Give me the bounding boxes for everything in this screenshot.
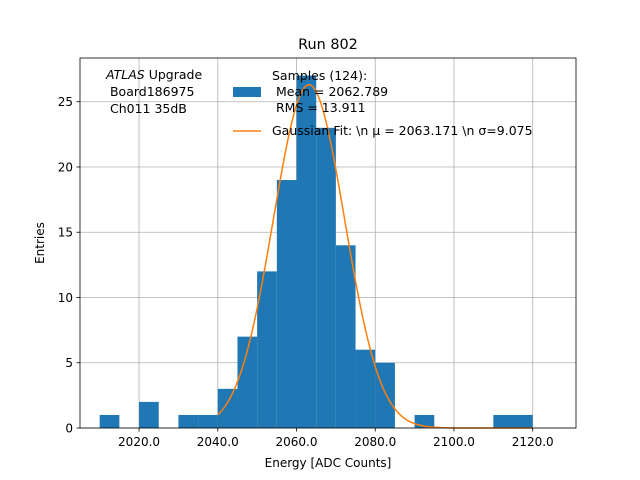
legend-histogram-label-line1: Samples (124): bbox=[272, 68, 367, 83]
y-axis-label: Entries bbox=[33, 222, 47, 264]
x-tick-label: 2080.0 bbox=[354, 435, 396, 449]
histogram-bar bbox=[296, 75, 317, 428]
legend: Samples (124): Mean = 2062.789 RMS = 13.… bbox=[233, 68, 533, 138]
histogram-bar bbox=[513, 414, 533, 428]
x-tick-label: 2100.0 bbox=[433, 435, 475, 449]
board-label: Board186975 bbox=[106, 84, 194, 99]
atlas-annotation: ATLAS Upgrade Board186975 Ch011 35dB bbox=[105, 67, 202, 116]
x-axis-label: Energy [ADC Counts] bbox=[265, 456, 392, 470]
histogram-bar bbox=[375, 362, 395, 428]
histogram-bar bbox=[237, 336, 258, 428]
channel-label: Ch011 35dB bbox=[106, 101, 187, 116]
histogram-bar bbox=[355, 349, 376, 428]
histogram-bar bbox=[276, 180, 297, 428]
legend-fit-label: Gaussian Fit: \n μ = 2063.171 \n σ=9.075 bbox=[272, 123, 533, 138]
histogram-bar bbox=[198, 414, 218, 428]
histogram-bar bbox=[99, 414, 120, 428]
histogram-bar bbox=[217, 388, 238, 428]
plot-frame bbox=[79, 57, 577, 429]
histogram-bar bbox=[257, 271, 277, 428]
histogram-bar bbox=[178, 414, 199, 428]
x-tick-label: 2040.0 bbox=[197, 435, 239, 449]
y-tick-label: 0 bbox=[65, 422, 73, 436]
legend-histogram-label-line2: Mean = 2062.789 bbox=[272, 84, 388, 99]
y-tick-label: 15 bbox=[58, 226, 73, 240]
x-tick-label: 2120.0 bbox=[512, 435, 554, 449]
legend-histogram-swatch bbox=[233, 87, 261, 97]
atlas-upgrade-label: Upgrade bbox=[145, 67, 203, 82]
histogram-bar bbox=[493, 414, 514, 428]
legend-histogram-label-line3: RMS = 13.911 bbox=[272, 100, 366, 115]
y-tick-label: 5 bbox=[65, 356, 73, 370]
y-tick-label: 10 bbox=[58, 291, 73, 305]
histogram-bars bbox=[99, 75, 533, 428]
histogram-bar bbox=[316, 127, 336, 428]
histogram-bar bbox=[139, 401, 159, 428]
svg-text:ATLAS Upgrade: ATLAS Upgrade bbox=[105, 67, 202, 82]
y-tick-label: 25 bbox=[58, 95, 73, 109]
x-axis-ticks: 2020.0 2040.0 2060.0 2080.0 2100.0 2120.0 bbox=[118, 428, 554, 449]
x-tick-label: 2060.0 bbox=[276, 435, 318, 449]
y-axis-ticks: 0 5 10 15 20 25 bbox=[58, 95, 80, 436]
y-tick-label: 20 bbox=[58, 160, 73, 174]
histogram-bar bbox=[335, 245, 356, 428]
chart-title: Run 802 bbox=[298, 37, 358, 53]
atlas-label: ATLAS bbox=[105, 67, 145, 82]
x-tick-label: 2020.0 bbox=[118, 435, 160, 449]
